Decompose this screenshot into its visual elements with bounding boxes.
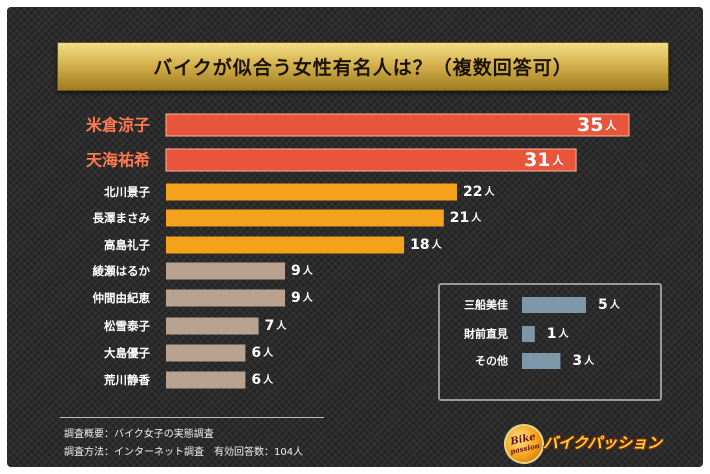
- category-label-3: 北川景子: [104, 185, 150, 199]
- category-label-10: 荒川静香: [103, 373, 150, 387]
- inset-category-label-1: 三船美佳: [464, 298, 508, 312]
- category-label-1: 米倉涼子: [86, 116, 150, 135]
- value-label-4: 21 人: [450, 210, 482, 226]
- inset-bar-2: [522, 326, 535, 342]
- value-label-5: 18 人: [410, 237, 442, 253]
- inset-category-label-2: 財前直見: [463, 327, 508, 341]
- bar-5: [166, 236, 405, 254]
- category-label-8: 松雪泰子: [104, 319, 150, 333]
- inset-bar-3: [522, 353, 561, 369]
- brand-logo: Bike passion バイクパッション: [500, 420, 680, 467]
- category-label-2: 天海祐希: [86, 151, 150, 170]
- value-label-2: 31 人: [524, 149, 564, 171]
- survey-summary: 調査概要：バイク女子の実態調査: [64, 429, 214, 440]
- bar-6: [166, 262, 286, 280]
- inset-category-label-3: その他: [475, 354, 508, 368]
- value-label-1: 35 人: [577, 114, 617, 136]
- bar-10: [166, 371, 246, 389]
- footer-divider: [60, 417, 324, 418]
- inset-bar-1: [522, 297, 586, 313]
- value-label-3: 22 人: [463, 184, 495, 200]
- category-label-6: 綾瀬はるか: [93, 264, 151, 278]
- others-box: [438, 283, 662, 401]
- category-label-5: 高島礼子: [104, 238, 150, 252]
- logo-text: バイクパッション: [543, 434, 662, 452]
- bar-4: [166, 209, 444, 227]
- category-label-7: 仲間由紀恵: [93, 291, 151, 305]
- bar-2: [165, 148, 577, 172]
- bar-9: [166, 344, 246, 362]
- bar-8: [166, 317, 259, 335]
- category-label-9: 大島優子: [104, 346, 150, 360]
- bar-3: [166, 183, 458, 201]
- category-label-4: 長澤まさみ: [93, 211, 151, 225]
- survey-method: 調査方法：インターネット調査 有効回答数：104人: [64, 447, 304, 458]
- bar-1: [165, 113, 630, 137]
- bar-7: [166, 289, 286, 307]
- title-banner: バイクが似合う女性有名人は？（複数回答可）: [57, 42, 669, 91]
- chart-title: バイクが似合う女性有名人は？（複数回答可）: [153, 57, 573, 79]
